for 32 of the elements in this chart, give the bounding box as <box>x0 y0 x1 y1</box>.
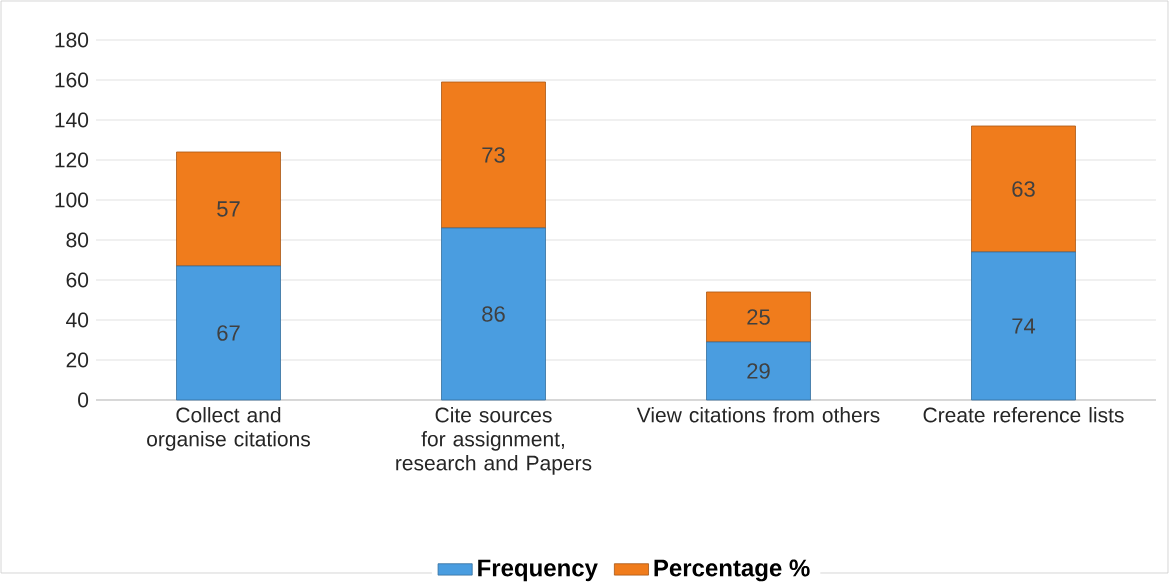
bar <box>176 265 281 401</box>
bar <box>971 125 1076 253</box>
y-tick-label: 160 <box>55 72 89 88</box>
y-tick-label: 20 <box>66 352 89 368</box>
y-tick-label: 120 <box>55 152 89 168</box>
bar <box>441 81 546 229</box>
y-tick-label: 100 <box>55 192 89 208</box>
legend-label: Frequency <box>478 559 598 582</box>
y-tick-label: 0 <box>78 392 89 408</box>
bar <box>176 151 281 267</box>
y-tick-label: 40 <box>66 312 89 328</box>
data-label: 67 <box>217 325 240 341</box>
y-tick-label: 180 <box>55 32 89 48</box>
legend-label: Percentage % <box>654 559 810 582</box>
data-label: 29 <box>747 363 770 379</box>
data-label: 57 <box>217 201 240 217</box>
x-tick-label: Collect and organise citations <box>147 406 310 451</box>
bar <box>971 251 1076 401</box>
bar <box>706 341 811 401</box>
data-label: 63 <box>1012 181 1035 197</box>
x-tick-label: Cite sources for assignment, research and Papers <box>396 406 592 475</box>
y-tick-label: 80 <box>66 232 89 248</box>
x-tick-label: Create reference lists <box>923 406 1124 423</box>
y-tick-label: 60 <box>66 272 89 288</box>
y-tick-label: 140 <box>55 112 89 128</box>
bar <box>441 227 546 401</box>
x-tick-label: View citations from others <box>636 406 880 423</box>
data-label: 73 <box>482 147 505 163</box>
data-label: 74 <box>1012 318 1036 334</box>
bar <box>706 291 811 343</box>
data-label: 86 <box>482 306 505 322</box>
data-label: 25 <box>747 309 770 325</box>
